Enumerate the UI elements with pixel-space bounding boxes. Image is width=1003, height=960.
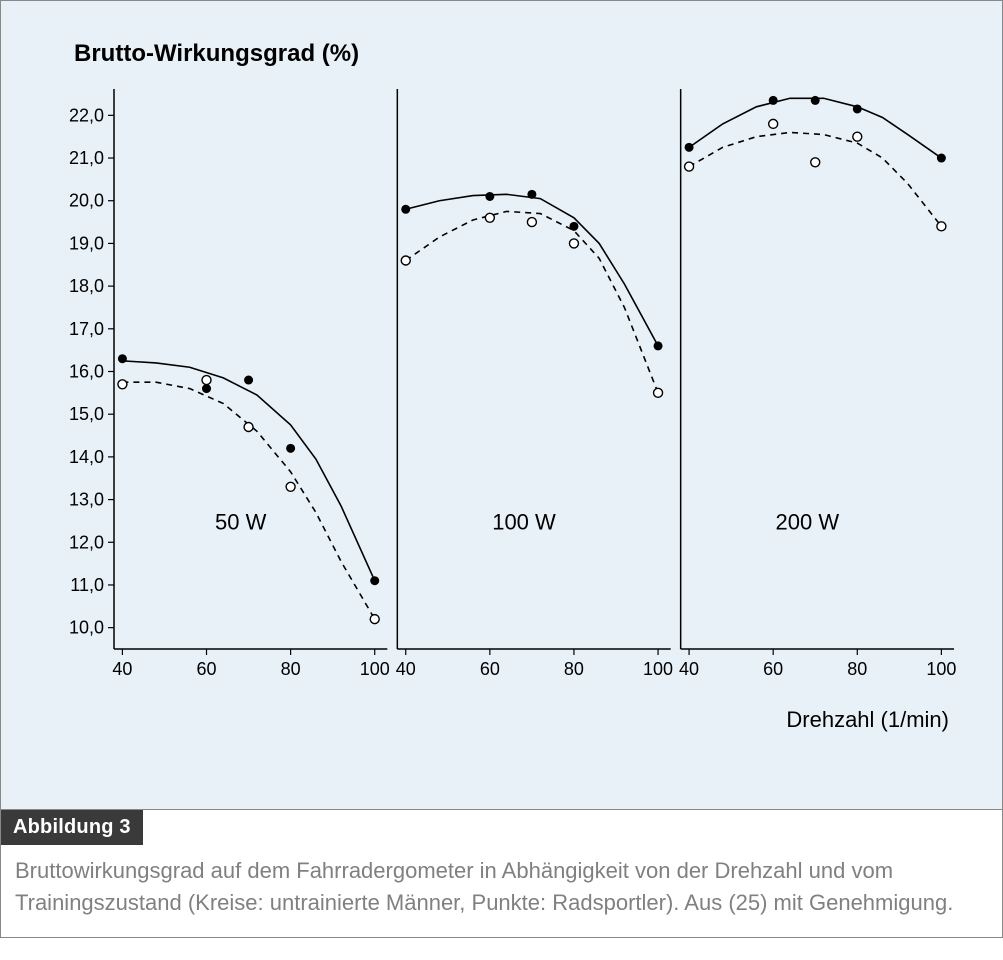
svg-text:60: 60 — [763, 659, 783, 679]
svg-text:15,0: 15,0 — [69, 404, 104, 424]
svg-text:200 W: 200 W — [776, 509, 840, 534]
svg-text:80: 80 — [847, 659, 867, 679]
svg-text:21,0: 21,0 — [69, 148, 104, 168]
svg-text:18,0: 18,0 — [69, 276, 104, 296]
svg-text:100 W: 100 W — [492, 509, 556, 534]
svg-text:100: 100 — [643, 659, 673, 679]
caption-box: Abbildung 3 Bruttowirkungsgrad auf dem F… — [1, 809, 1002, 937]
svg-text:12,0: 12,0 — [69, 532, 104, 552]
svg-text:100: 100 — [360, 659, 390, 679]
svg-text:Drehzahl (1/min): Drehzahl (1/min) — [786, 707, 949, 732]
chart-area: Brutto-Wirkungsgrad (%) 10,0 11,0 12,0 13,0 1… — [1, 1, 1002, 809]
svg-text:80: 80 — [281, 659, 301, 679]
svg-text:16,0: 16,0 — [69, 362, 104, 382]
svg-text:Brutto-Wirkungsgrad (%): Brutto-Wirkungsgrad (%) — [74, 40, 359, 67]
svg-text:22,0: 22,0 — [69, 105, 104, 125]
svg-text:17,0: 17,0 — [69, 319, 104, 339]
svg-text:20,0: 20,0 — [69, 191, 104, 211]
svg-text:50 W: 50 W — [215, 509, 267, 534]
svg-text:100: 100 — [926, 659, 956, 679]
svg-text:80: 80 — [564, 659, 584, 679]
svg-text:60: 60 — [480, 659, 500, 679]
svg-text:40: 40 — [396, 659, 416, 679]
figure-caption: Bruttowirkungsgrad auf dem Fahrradergome… — [1, 845, 1002, 937]
svg-text:10,0: 10,0 — [69, 618, 104, 638]
svg-text:13,0: 13,0 — [69, 490, 104, 510]
figure-container: Brutto-Wirkungsgrad (%) 10,0 11,0 12,0 13,0 1… — [0, 0, 1003, 938]
svg-text:60: 60 — [196, 659, 216, 679]
svg-text:40: 40 — [679, 659, 699, 679]
figure-label: Abbildung 3 — [1, 810, 143, 845]
svg-text:40: 40 — [112, 659, 132, 679]
svg-text:19,0: 19,0 — [69, 233, 104, 253]
efficiency-chart: Brutto-Wirkungsgrad (%) 10,0 11,0 12,0 13,0 1… — [19, 19, 984, 779]
svg-text:14,0: 14,0 — [69, 447, 104, 467]
svg-text:11,0: 11,0 — [70, 575, 104, 595]
